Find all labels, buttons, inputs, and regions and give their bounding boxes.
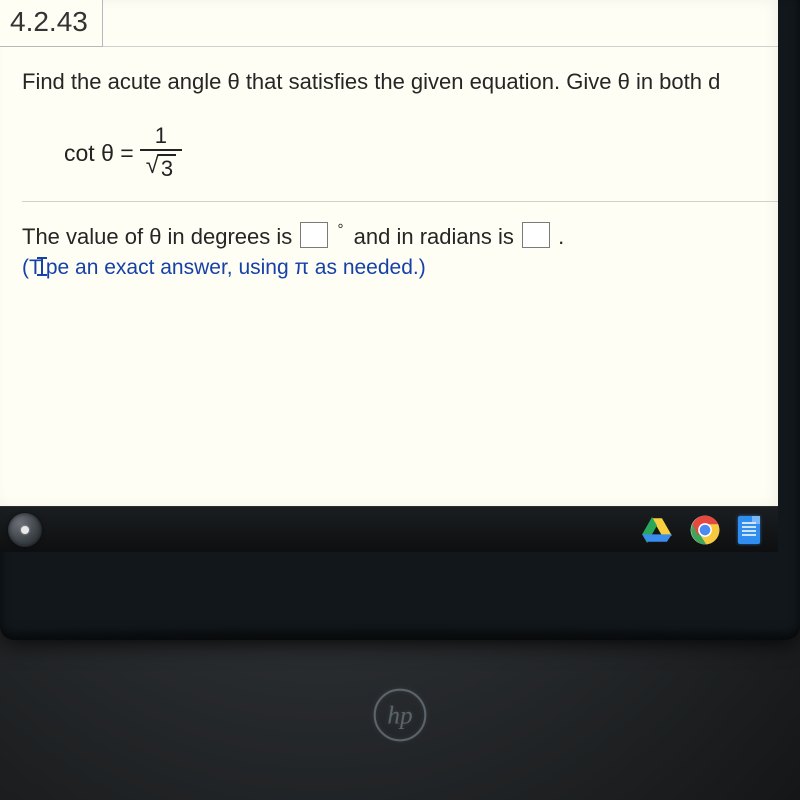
laptop-display: 4.2.43 Find the acute angle θ that satis… [0,0,778,552]
answer-prefix: The value of θ in degrees is [22,224,298,249]
answer-suffix: . [558,224,564,249]
hint-text: (Tpe an exact answer, using π as needed.… [0,254,778,280]
fraction-denominator: √ 3 [140,149,182,181]
radicand: 3 [158,154,176,181]
hp-logo: hp [373,688,427,742]
problem-id: 4.2.43 [0,0,103,47]
equation: cot θ = 1 √ 3 [0,111,778,201]
launcher-button[interactable] [8,513,42,547]
launcher-icon [21,526,29,534]
taskbar-right [642,515,770,545]
taskbar-left [8,513,42,547]
answer-mid: and in radians is [354,224,520,249]
hint-rest: pe an exact answer, using π as needed.) [46,256,426,279]
question-prompt: Find the acute angle θ that satisfies th… [0,47,778,111]
answer-section: The value of θ in degrees is ° and in ra… [0,202,778,254]
taskbar [0,506,778,552]
laptop-bezel: 4.2.43 Find the acute angle θ that satis… [0,0,800,640]
photo-background: 4.2.43 Find the acute angle θ that satis… [0,0,800,800]
text-cursor-icon [36,256,48,278]
homework-window: 4.2.43 Find the acute angle θ that satis… [0,0,778,506]
svg-text:hp: hp [387,701,412,729]
fraction-numerator: 1 [149,125,173,149]
degrees-input[interactable] [300,222,328,248]
hinge-shadow [20,630,780,646]
answer-sentence: The value of θ in degrees is ° and in ra… [22,218,756,254]
equation-fraction: 1 √ 3 [140,125,182,181]
equation-lhs: cot θ = [64,140,134,167]
square-root: √ 3 [146,154,176,181]
google-chrome-icon[interactable] [690,515,720,545]
degree-symbol: ° [338,221,344,238]
google-docs-icon[interactable] [738,516,760,544]
radians-input[interactable] [522,222,550,248]
google-drive-icon[interactable] [642,517,672,543]
